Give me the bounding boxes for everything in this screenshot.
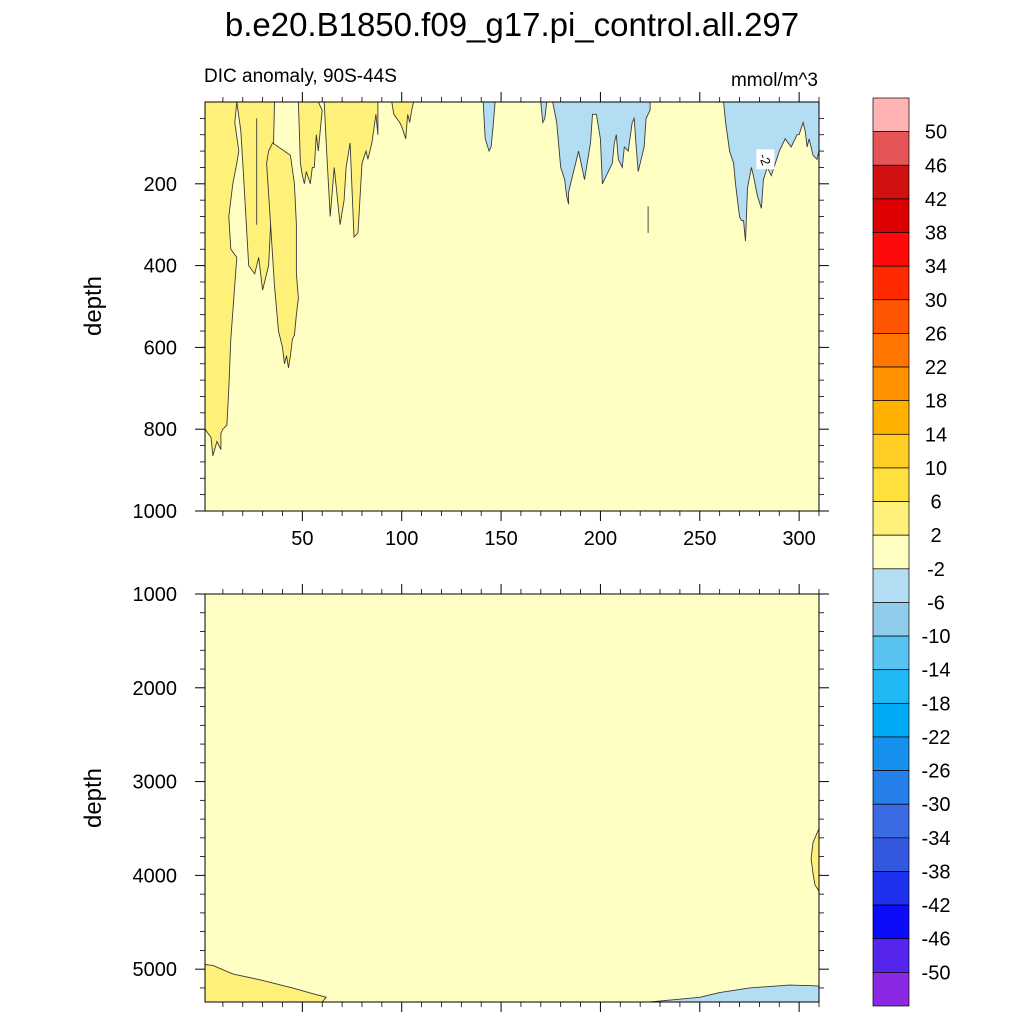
lower-ytick-label: 1000 xyxy=(133,584,178,606)
lower-contour-region-1 xyxy=(204,963,328,1003)
figure-title: b.e20.B1850.f09_g17.pi_control.all.297 xyxy=(225,6,799,43)
upper-ytick-label: 200 xyxy=(144,174,177,196)
upper-axis-ticks: 50 100 150 200 250 300 200 400 600 800 1000 xyxy=(133,92,829,550)
colorbar-swatch xyxy=(872,602,910,637)
lower-plot-frame xyxy=(204,593,820,1003)
contour-label-box xyxy=(756,149,775,170)
upper-contour-region-3 xyxy=(266,142,299,368)
colorbar-label: 38 xyxy=(925,223,947,245)
upper-xtick-label: 200 xyxy=(584,528,617,550)
colorbar-swatch xyxy=(872,837,910,872)
lower-contour-regions xyxy=(204,828,820,1003)
colorbar-label: -34 xyxy=(922,828,951,850)
colorbar-swatch xyxy=(872,501,910,536)
colorbar-label: 26 xyxy=(925,323,947,345)
colorbar-label: -46 xyxy=(922,929,951,951)
upper-xtick-label: 300 xyxy=(782,528,815,550)
colorbar-label: 6 xyxy=(930,492,941,514)
upper-ytick-label: 1000 xyxy=(133,501,178,523)
colorbar: 50 46 42 38 34 30 26 22 18 14 10 6 2 -2 -6 -10 -14 -18 -22… xyxy=(872,97,951,1007)
colorbar-label: 42 xyxy=(925,189,947,211)
colorbar-swatch xyxy=(872,97,910,132)
upper-ytick-label: 600 xyxy=(144,337,177,359)
upper-ytick-label: 800 xyxy=(144,419,177,441)
colorbar-swatch xyxy=(872,534,910,570)
units-subtitle: mmol/m^3 xyxy=(731,70,818,91)
colorbar-swatch xyxy=(872,366,910,402)
colorbar-swatch xyxy=(872,871,910,906)
colorbar-swatch xyxy=(872,803,910,839)
upper-ytick-label: 400 xyxy=(144,256,177,278)
colorbar-swatch xyxy=(872,333,910,368)
colorbar-label: -38 xyxy=(922,861,951,883)
colorbar-swatch xyxy=(872,131,910,166)
colorbar-swatch xyxy=(872,568,910,603)
colorbar-swatch xyxy=(872,702,910,738)
upper-contour-region-1 xyxy=(204,101,240,456)
colorbar-label: -2 xyxy=(927,559,945,581)
colorbar-swatch xyxy=(872,299,910,334)
colorbar-swatch xyxy=(872,736,910,771)
lower-y-axis-label: depth xyxy=(80,768,107,828)
colorbar-swatch xyxy=(872,164,910,200)
colorbar-swatch xyxy=(872,232,910,267)
colorbar-label: 34 xyxy=(925,256,947,278)
colorbar-label: 2 xyxy=(930,525,941,547)
colorbar-swatch xyxy=(872,938,910,973)
colorbar-swatch xyxy=(872,904,910,940)
colorbar-label: 18 xyxy=(925,391,947,413)
colorbar-label: -50 xyxy=(922,962,951,984)
colorbar-label: -22 xyxy=(922,727,951,749)
colorbar-swatch xyxy=(872,770,910,805)
colorbar-label: 22 xyxy=(925,357,947,379)
upper-panel: DIC anomaly, 90S-44S mmol/m^3 -2 50 100 15… xyxy=(80,66,829,550)
colorbar-label: 14 xyxy=(925,424,947,446)
colorbar-label: -10 xyxy=(922,626,951,648)
contour-label-text: -2 xyxy=(756,151,774,167)
upper-contour-regions xyxy=(204,101,820,456)
lower-plot-background xyxy=(205,594,819,1002)
lower-axis-ticks: 1000 2000 3000 4000 5000 xyxy=(133,584,829,1012)
upper-xtick-label: 150 xyxy=(484,528,517,550)
lower-ytick-label: 4000 xyxy=(133,865,178,887)
upper-contour-region-7 xyxy=(552,101,651,205)
colorbar-swatch xyxy=(872,467,910,502)
upper-xtick-label: 100 xyxy=(385,528,418,550)
colorbar-swatch xyxy=(872,972,910,1007)
lower-panel: 1000 2000 3000 4000 5000 depth xyxy=(80,584,829,1012)
colorbar-swatch xyxy=(872,635,910,671)
lower-ytick-label: 5000 xyxy=(133,959,178,981)
colorbar-label: -26 xyxy=(922,761,951,783)
colorbar-label: 10 xyxy=(925,458,947,480)
colorbar-swatch xyxy=(872,198,910,233)
colorbar-label: -42 xyxy=(922,895,951,917)
upper-xtick-label: 50 xyxy=(291,528,313,550)
colorbar-label: 50 xyxy=(925,122,947,144)
colorbar-label: -14 xyxy=(922,660,951,682)
colorbar-label: 46 xyxy=(925,155,947,177)
lower-ytick-label: 3000 xyxy=(133,772,178,794)
upper-plot-frame xyxy=(204,101,820,512)
colorbar-swatch xyxy=(872,669,910,704)
colorbar-label: -30 xyxy=(922,794,951,816)
upper-xtick-label: 250 xyxy=(683,528,716,550)
upper-contour-lines xyxy=(256,118,649,233)
colorbar-swatch xyxy=(872,265,910,301)
lower-ytick-label: 2000 xyxy=(133,678,178,700)
colorbar-label: 30 xyxy=(925,290,947,312)
colorbar-label: -18 xyxy=(922,693,951,715)
colorbar-swatch xyxy=(872,400,910,435)
left-subtitle: DIC anomaly, 90S-44S xyxy=(204,66,397,87)
colorbar-swatch xyxy=(872,433,910,469)
upper-contour-region-5 xyxy=(323,101,379,239)
upper-y-axis-label: depth xyxy=(80,276,107,336)
upper-contour-label: -2 xyxy=(756,149,775,170)
upper-contour-region-8 xyxy=(723,101,820,242)
colorbar-label: -6 xyxy=(927,592,945,614)
